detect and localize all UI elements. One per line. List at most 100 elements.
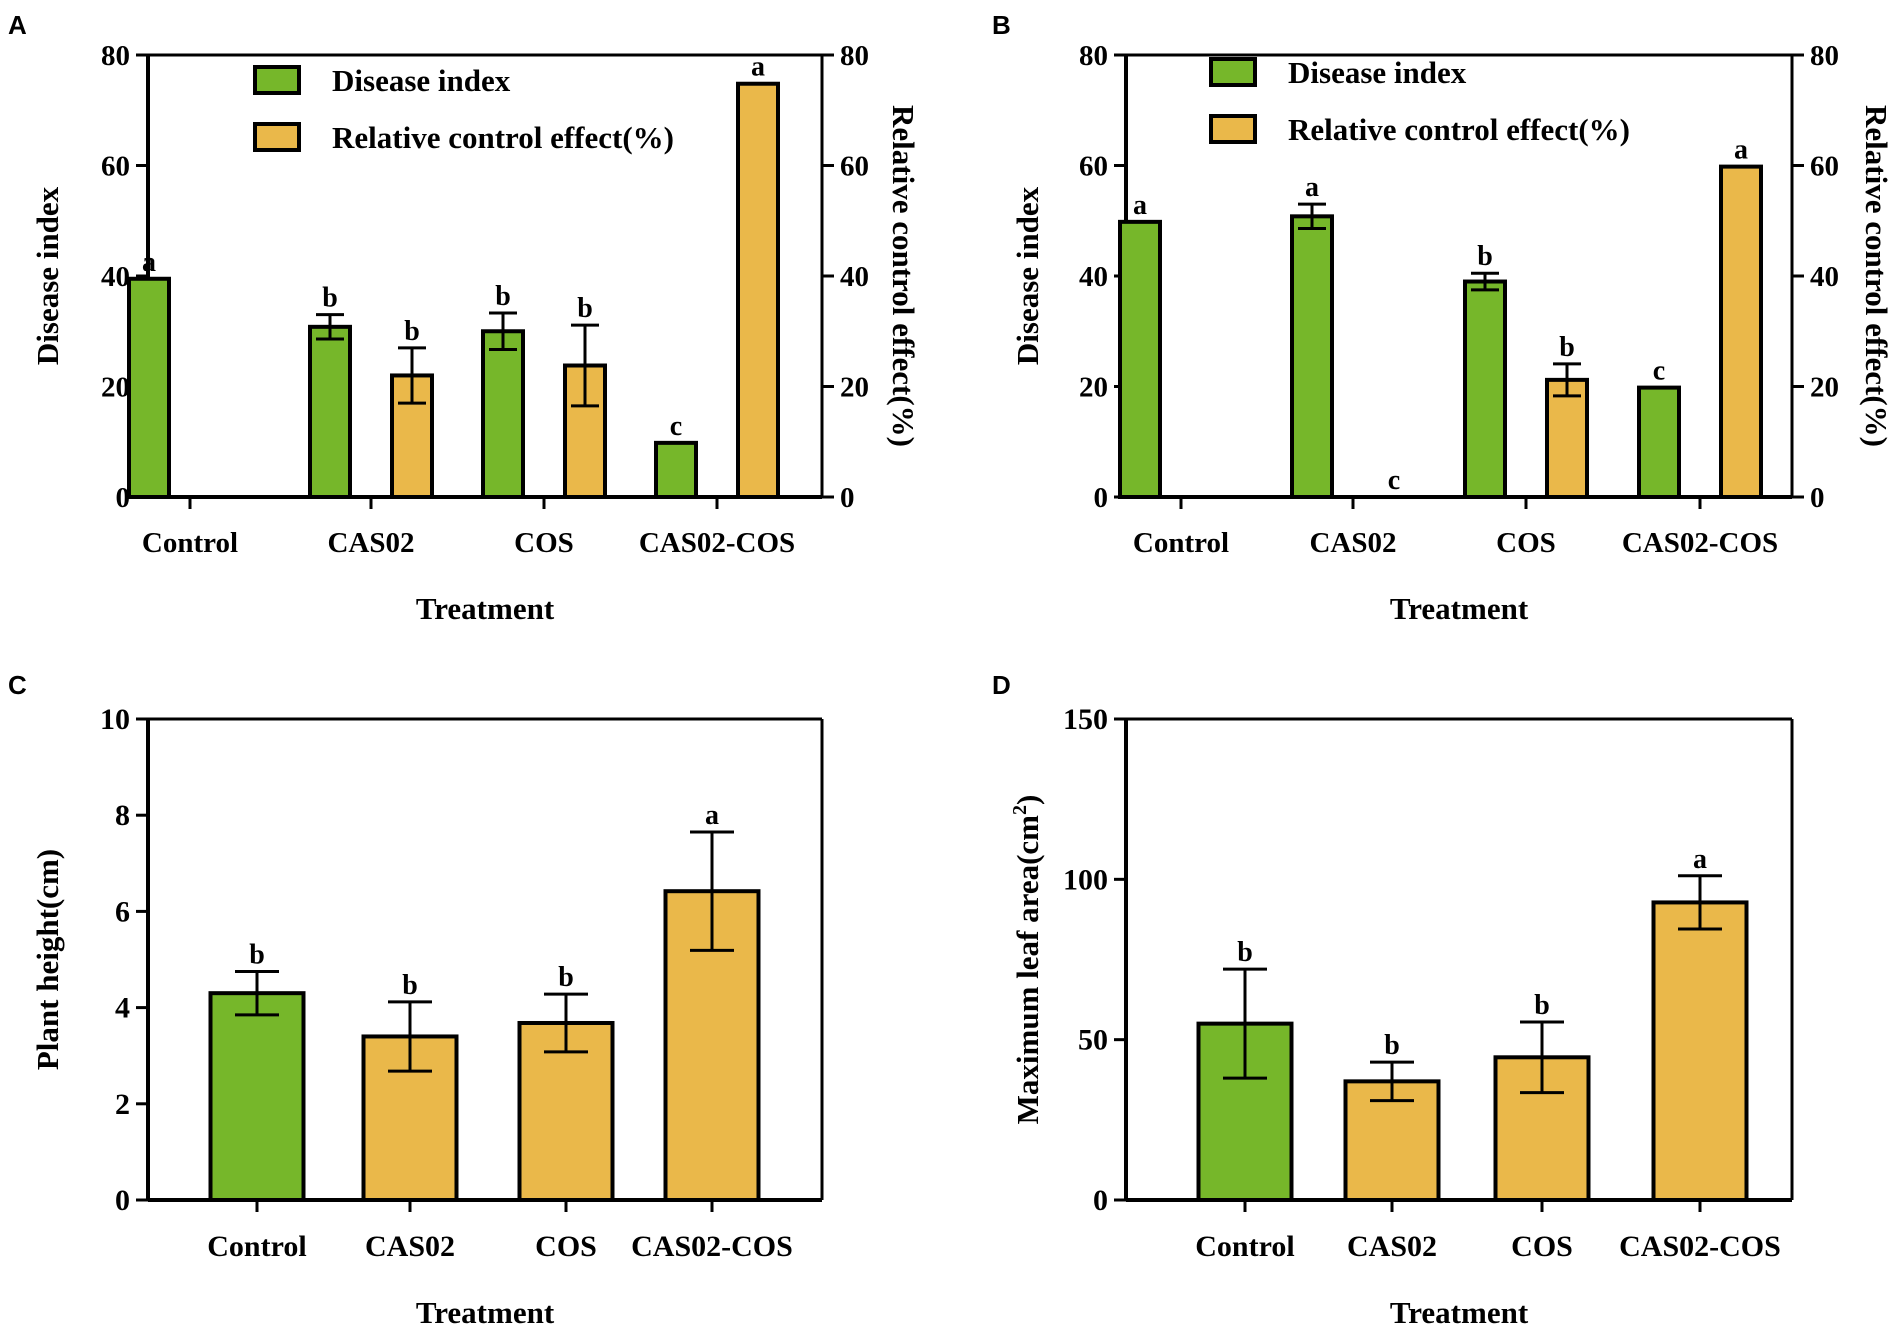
legend-swatch — [1209, 114, 1257, 144]
y-axis-title-main: Maximum leaf area(cm — [1010, 815, 1045, 1124]
y2-tick-label: 60 — [1810, 151, 1839, 183]
value-bar — [208, 991, 306, 1202]
panel-letter: C — [8, 670, 27, 700]
disease-index-significance-label: a — [1133, 190, 1147, 221]
x-tick-label: Control — [142, 527, 238, 559]
disease-index-significance-label: b — [495, 281, 511, 312]
disease-index-significance-label: b — [1477, 241, 1493, 272]
y-axis-title: Maximum leaf area(cm2) — [1009, 795, 1045, 1125]
disease-index-bar — [127, 276, 171, 500]
panel-a: A 0 20 40 60 80 0 20 40 60 80 Control CAS02 COS CAS02-… — [8, 10, 921, 626]
y2-axis-title: Relative control effect(%) — [1859, 105, 1894, 447]
y-tick-label: 60 — [1079, 151, 1108, 183]
y-axis-title-suffix: ) — [1010, 795, 1045, 805]
disease-index-bar — [1637, 385, 1681, 500]
disease-index-significance-label: c — [670, 411, 682, 442]
x-tick-label: COS — [1511, 1230, 1573, 1263]
disease-index-bar — [1463, 279, 1507, 499]
x-tick-label: CAS02 — [1309, 527, 1396, 559]
y2-tick-label: 60 — [840, 151, 869, 183]
disease-index-significance-label: b — [322, 283, 338, 314]
x-tick-label: CAS02-COS — [1619, 1230, 1781, 1263]
control-effect-bar — [736, 81, 780, 499]
y2-tick-label: 0 — [840, 482, 855, 514]
y-tick-label: 80 — [101, 40, 130, 72]
y-tick-label: 0 — [1093, 1184, 1108, 1217]
x-axis-title: Treatment — [416, 1295, 555, 1330]
panel-c: C 0 2 4 6 8 10 Control CAS02 COS CAS02-COS b b b a Trea… — [8, 670, 824, 1330]
y-tick-label: 2 — [115, 1088, 130, 1121]
legend-swatch — [1209, 57, 1257, 87]
control-effect-significance-label: b — [404, 316, 420, 347]
control-effect-significance-label: c — [1388, 465, 1400, 496]
legend-label: Relative control effect(%) — [1288, 112, 1630, 147]
disease-index-bar — [481, 329, 525, 499]
y-axis-title-superscript: 2 — [1009, 805, 1031, 815]
y-tick-label: 150 — [1063, 703, 1108, 736]
y-tick-label: 50 — [1078, 1024, 1108, 1057]
value-significance-label: b — [249, 940, 265, 971]
x-tick-label: CAS02 — [327, 527, 414, 559]
legend-swatch — [253, 65, 301, 95]
control-effect-significance-label: a — [1734, 135, 1748, 166]
y2-tick-label: 80 — [1810, 40, 1839, 72]
y-axis-title: Disease index — [1010, 186, 1045, 365]
control-effect-bar — [1545, 377, 1589, 499]
y-tick-label: 4 — [115, 992, 130, 1025]
x-tick-label: Control — [207, 1230, 306, 1263]
y-tick-label: 0 — [1094, 482, 1109, 514]
control-effect-significance-label: a — [751, 52, 765, 83]
legend-label: Disease index — [1288, 55, 1467, 90]
value-significance-label: b — [1534, 990, 1550, 1021]
y2-tick-label: 0 — [1810, 482, 1825, 514]
y-tick-label: 20 — [1079, 372, 1108, 404]
x-tick-label: CAS02-COS — [1622, 527, 1778, 559]
y-tick-label: 40 — [101, 261, 130, 293]
y-tick-label: 0 — [116, 482, 131, 514]
panel-letter: A — [8, 10, 27, 40]
control-effect-significance-label: b — [1559, 332, 1575, 363]
control-effect-bar — [563, 363, 607, 499]
legend-swatch — [253, 122, 301, 152]
y2-tick-label: 80 — [840, 40, 869, 72]
y-tick-label: 6 — [115, 895, 130, 928]
y-tick-label: 60 — [101, 151, 130, 183]
x-axis-title: Treatment — [1390, 591, 1529, 626]
x-tick-label: COS — [514, 527, 574, 559]
y-tick-label: 40 — [1079, 261, 1108, 293]
control-effect-significance-label: b — [577, 293, 593, 324]
value-significance-label: b — [402, 970, 418, 1001]
legend-label: Disease index — [332, 63, 511, 98]
disease-index-significance-label: a — [142, 247, 156, 278]
panel-letter: D — [992, 670, 1011, 700]
y2-tick-label: 20 — [840, 372, 869, 404]
disease-index-bar — [654, 440, 698, 500]
disease-index-bar — [1290, 214, 1334, 500]
x-axis-title: Treatment — [1390, 1295, 1529, 1330]
x-tick-label: Control — [1195, 1230, 1294, 1263]
legend-label: Relative control effect(%) — [332, 120, 674, 155]
panel-letter: B — [992, 10, 1011, 40]
x-tick-label: CAS02-COS — [631, 1230, 793, 1263]
disease-index-bar — [1118, 219, 1162, 499]
y-tick-label: 8 — [115, 799, 130, 832]
x-tick-label: CAS02 — [1347, 1230, 1437, 1263]
value-significance-label: b — [1384, 1030, 1400, 1061]
control-effect-bar — [1719, 164, 1763, 499]
y2-tick-label: 40 — [1810, 261, 1839, 293]
disease-index-bar — [308, 324, 352, 499]
value-significance-label: a — [1693, 844, 1707, 875]
y-tick-label: 20 — [101, 372, 130, 404]
y-tick-label: 80 — [1079, 40, 1108, 72]
y-tick-label: 0 — [115, 1184, 130, 1217]
y-tick-label: 10 — [100, 703, 130, 736]
panel-b: B 0 20 40 60 80 0 20 40 60 80 Control CAS02 COS CAS02-… — [992, 10, 1894, 626]
value-bar — [1651, 900, 1749, 1202]
value-bar — [361, 1034, 459, 1202]
x-tick-label: CAS02-COS — [639, 527, 795, 559]
y2-axis-title: Relative control effect(%) — [886, 105, 921, 447]
x-tick-label: COS — [1496, 527, 1556, 559]
value-significance-label: b — [558, 962, 574, 993]
y2-tick-label: 40 — [840, 261, 869, 293]
y-tick-label: 100 — [1063, 863, 1108, 896]
